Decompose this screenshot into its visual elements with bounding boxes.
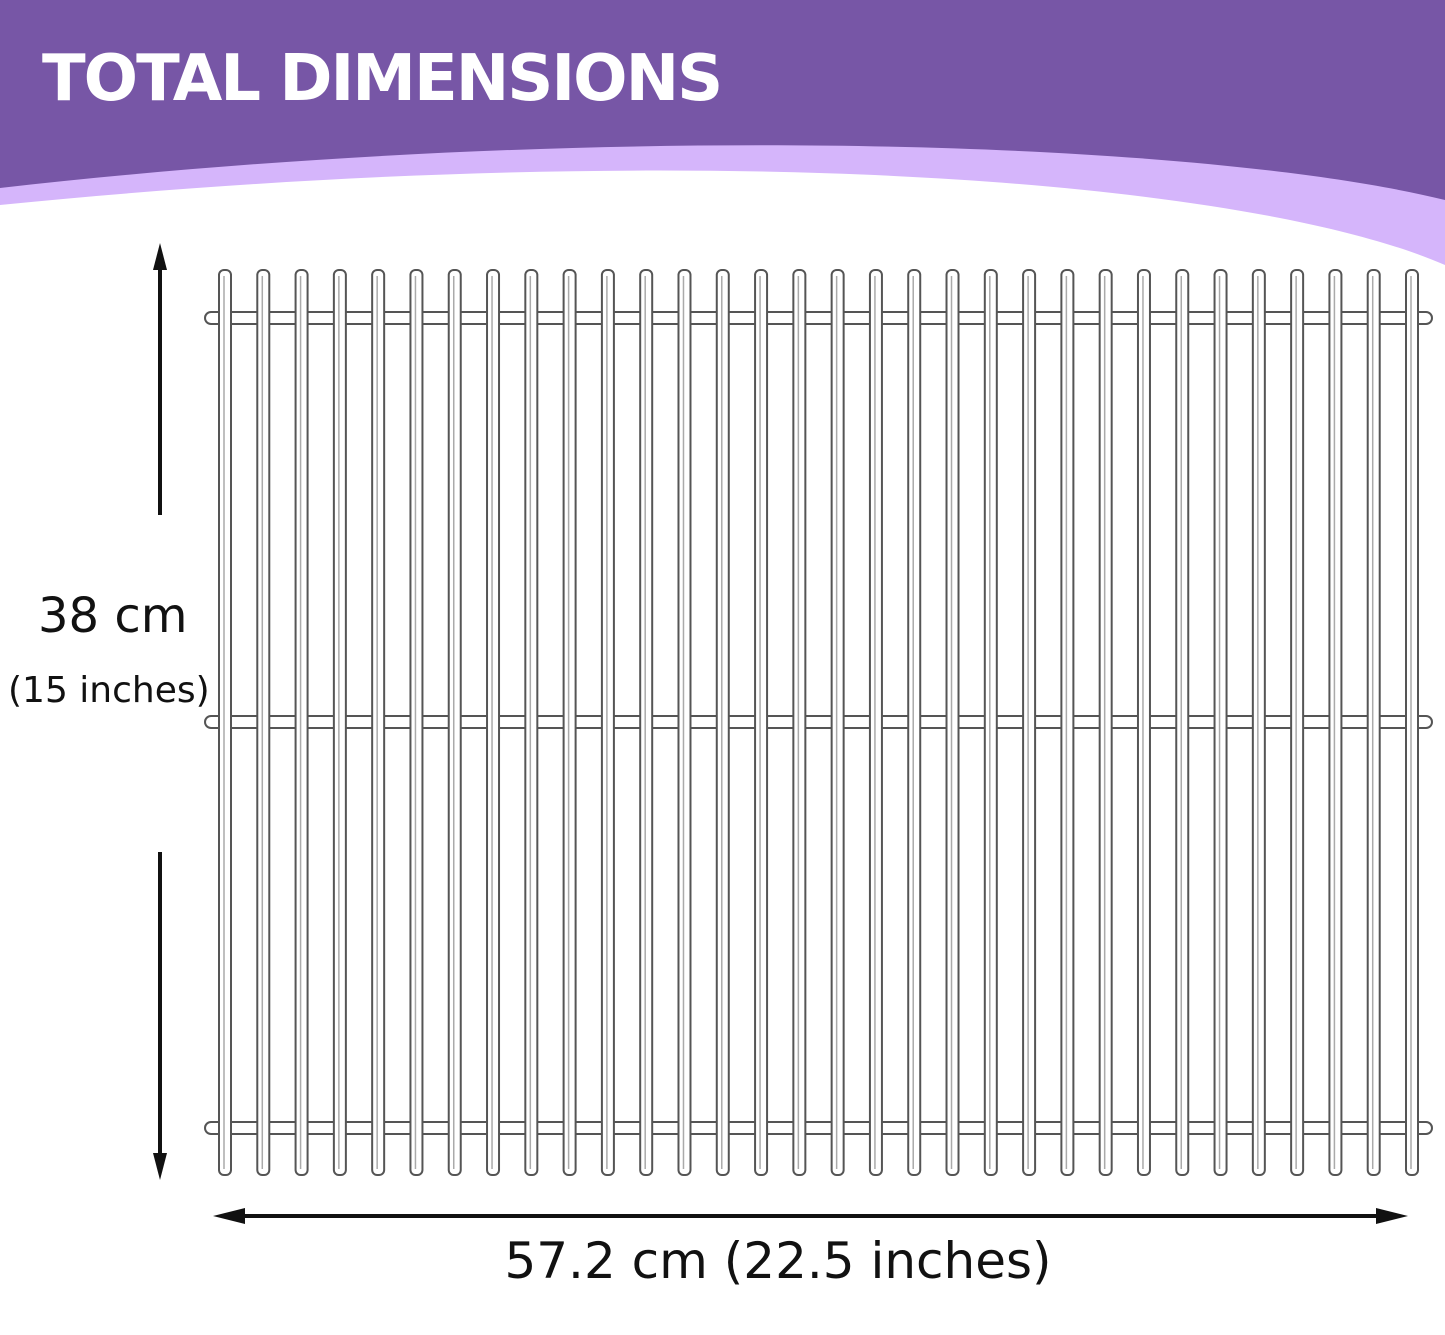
grate-rod [830, 269, 845, 1176]
grate-rod [1098, 269, 1113, 1176]
header-title: TOTAL DIMENSIONS [42, 42, 721, 116]
grate-rod [447, 269, 462, 1176]
grate-rod [1405, 269, 1419, 1176]
grate-rod [1136, 269, 1151, 1176]
grate-rod [1060, 269, 1075, 1176]
arrow-head [1376, 1208, 1408, 1224]
width-label: 57.2 cm (22.5 inches) [504, 1232, 1051, 1290]
grate-rod [486, 269, 501, 1176]
cross-bar [204, 311, 1433, 325]
grate-rod [639, 269, 654, 1176]
grate-rod [945, 269, 960, 1176]
grate-rod [256, 269, 271, 1176]
grate-rod [792, 269, 807, 1176]
grate-rod [754, 269, 769, 1176]
height-inch-label: (15 inches) [8, 670, 210, 711]
grate-rod [371, 269, 386, 1176]
grate-rod [1328, 269, 1343, 1176]
grate-rod [907, 269, 922, 1176]
grate-rod [600, 269, 615, 1176]
grate-rod [677, 269, 692, 1176]
grate-rod [562, 269, 577, 1176]
grate-rod [1251, 269, 1266, 1176]
arrow-head [213, 1208, 245, 1224]
cross-bar [204, 1121, 1433, 1135]
grate-rod [1290, 269, 1305, 1176]
grate-rod [294, 269, 309, 1176]
grate-rod [218, 269, 232, 1176]
grate-rod [715, 269, 730, 1176]
grate-rod [1213, 269, 1228, 1176]
arrow-head [153, 243, 167, 270]
grate-rod [409, 269, 424, 1176]
grate-rod [332, 269, 347, 1176]
grate-drawing [204, 269, 1433, 1176]
grate-rod [1366, 269, 1381, 1176]
cross-bar [204, 715, 1433, 729]
arrow-head [153, 1153, 167, 1180]
grate-rod [868, 269, 883, 1176]
height-cm-label: 38 cm [38, 588, 187, 644]
grate-rod [524, 269, 539, 1176]
dimension-arrows [153, 243, 1408, 1224]
grate-rod [1175, 269, 1190, 1176]
grate-rod [983, 269, 998, 1176]
header-band [0, 0, 1445, 200]
grate-rod [1022, 269, 1037, 1176]
